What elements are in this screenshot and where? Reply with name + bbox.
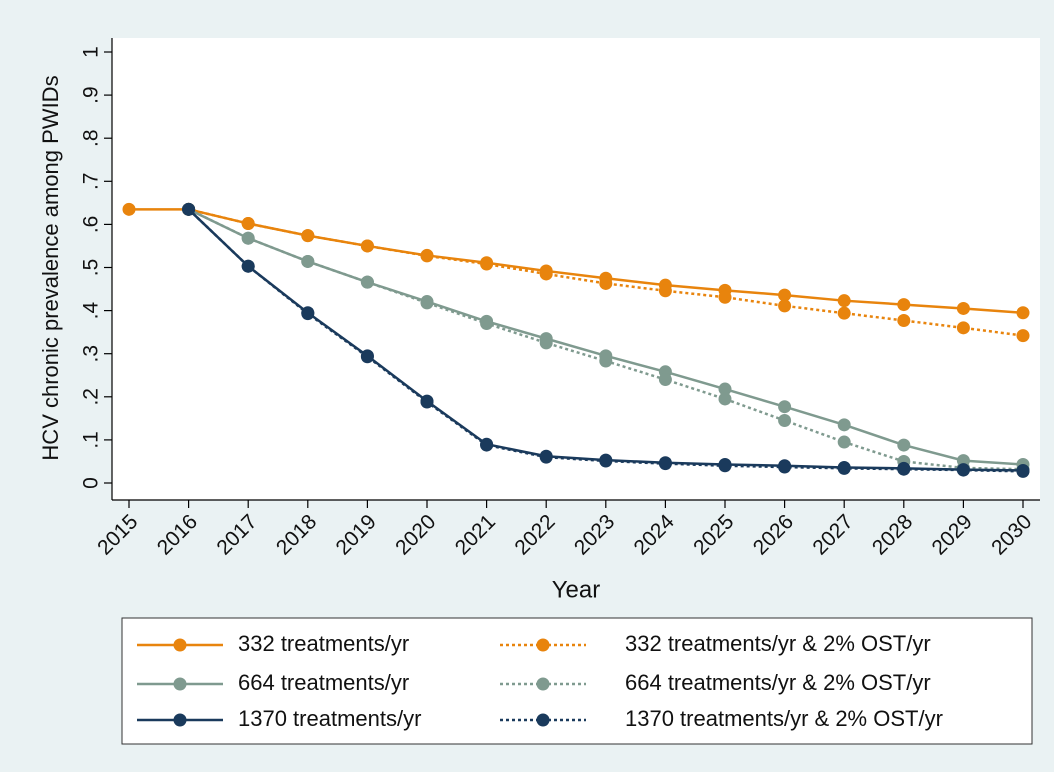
series-marker	[360, 350, 374, 364]
y-tick-label: .6	[80, 216, 103, 234]
series-marker	[1016, 464, 1030, 478]
series-marker	[837, 435, 851, 449]
series-marker	[956, 463, 970, 477]
legend-marker	[536, 677, 550, 691]
series-marker	[420, 395, 434, 409]
series-line	[188, 208, 1024, 337]
legend-marker	[173, 713, 187, 727]
series-marker	[956, 301, 970, 315]
series-marker	[1016, 306, 1030, 320]
y-tick-label: .1	[80, 431, 103, 449]
series-marker	[897, 314, 911, 328]
series-marker	[599, 354, 613, 368]
y-tick-label: 1	[80, 46, 103, 58]
plot-area	[112, 38, 1040, 500]
series-marker	[956, 321, 970, 335]
series-marker	[778, 288, 792, 302]
series-marker	[1016, 329, 1030, 343]
series-marker	[539, 336, 553, 350]
y-tick-label: .2	[80, 388, 103, 406]
series-marker	[182, 202, 196, 216]
legend	[121, 617, 1033, 745]
series-marker	[360, 275, 374, 289]
series-marker	[420, 296, 434, 310]
series-marker	[301, 307, 315, 321]
series-marker	[718, 392, 732, 406]
series-marker	[599, 454, 613, 468]
y-tick-label: .9	[80, 86, 103, 104]
legend-label: 664 treatments/yr & 2% OST/yr	[625, 670, 931, 695]
series-marker	[718, 290, 732, 304]
series-marker	[539, 450, 553, 464]
legend-label: 1370 treatments/yr	[238, 706, 421, 731]
y-tick-label: .7	[80, 173, 103, 191]
series-marker	[778, 400, 792, 414]
y-tick-label: .5	[80, 259, 103, 277]
y-tick-label: .3	[80, 345, 103, 363]
series-marker	[122, 202, 136, 216]
y-tick-label: .8	[80, 129, 103, 147]
series-marker	[480, 257, 494, 271]
series-marker	[241, 217, 255, 231]
legend-label: 332 treatments/yr	[238, 631, 409, 656]
series-marker	[897, 438, 911, 452]
series-marker	[658, 373, 672, 387]
y-axis-label: HCV chronic prevalence among PWIDs	[38, 75, 63, 460]
series-marker	[301, 254, 315, 268]
series-marker	[301, 229, 315, 243]
series-marker	[778, 299, 792, 313]
legend-marker	[173, 677, 187, 691]
x-axis-label: Year	[552, 576, 601, 603]
series-marker	[778, 414, 792, 428]
legend-label: 664 treatments/yr	[238, 670, 409, 695]
legend-label: 1370 treatments/yr & 2% OST/yr	[625, 706, 943, 731]
series-marker	[897, 298, 911, 312]
legend-label: 332 treatments/yr & 2% OST/yr	[625, 631, 931, 656]
series-marker	[718, 382, 732, 396]
series-marker	[480, 317, 494, 331]
legend-marker	[536, 713, 550, 727]
series-marker	[480, 438, 494, 452]
series-marker	[718, 459, 732, 473]
y-tick-label: 0	[80, 477, 103, 489]
series-marker	[778, 460, 792, 474]
series-marker	[837, 418, 851, 432]
series-marker	[897, 462, 911, 476]
series-marker	[837, 306, 851, 320]
legend-marker	[173, 638, 187, 652]
series-marker	[837, 461, 851, 475]
series-marker	[658, 457, 672, 471]
series-marker	[837, 294, 851, 308]
series-marker	[241, 259, 255, 273]
series-marker	[360, 239, 374, 253]
series-marker	[599, 276, 613, 290]
legend-marker	[536, 638, 550, 652]
series-marker	[241, 231, 255, 245]
y-tick-label: .4	[80, 302, 103, 320]
series-marker	[539, 267, 553, 281]
series-marker	[420, 249, 434, 263]
series-marker	[658, 284, 672, 298]
